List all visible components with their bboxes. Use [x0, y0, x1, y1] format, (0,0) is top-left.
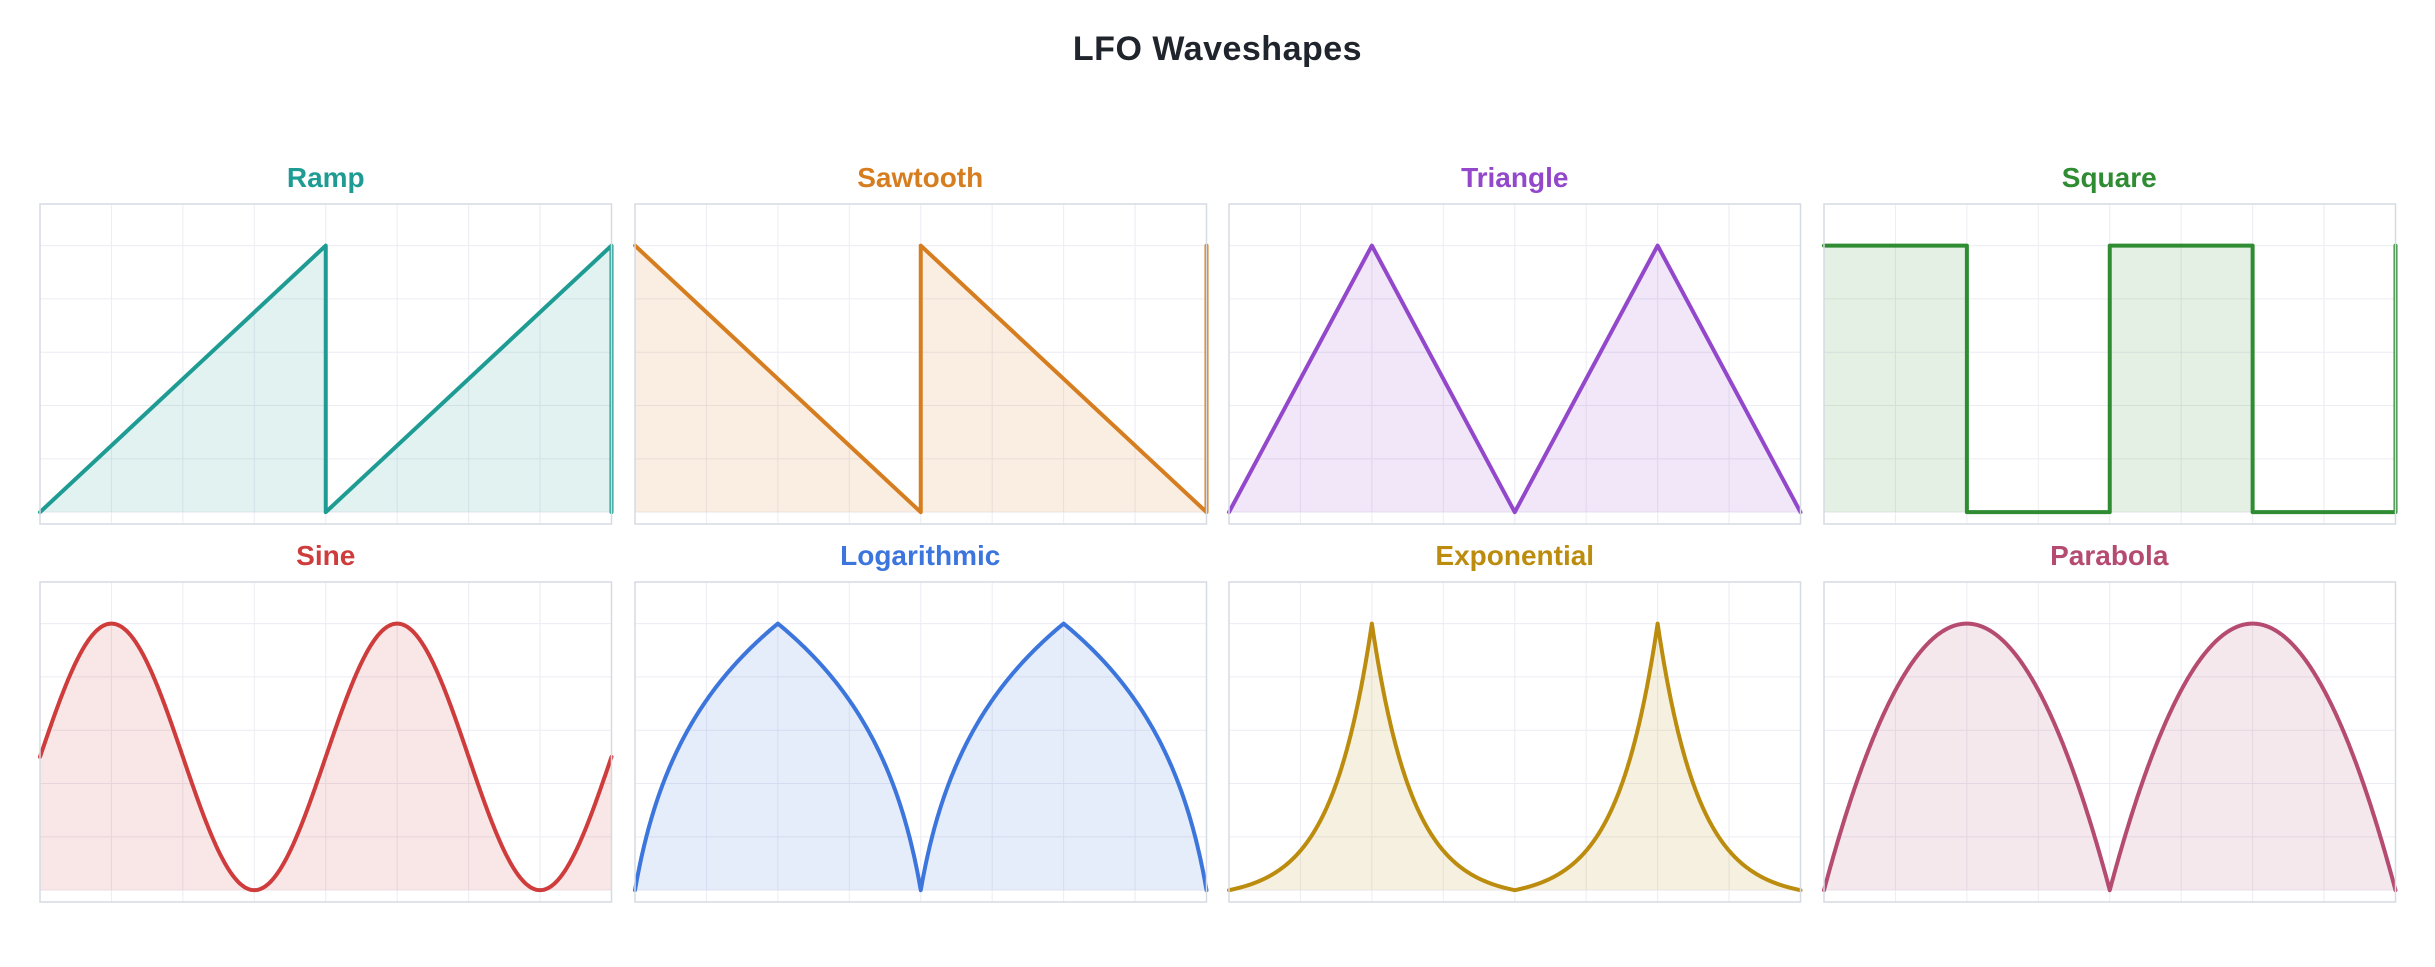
triangle-waveform-svg — [1229, 204, 1801, 524]
ramp-waveform-svg — [40, 204, 612, 524]
subplot-title-triangle: Triangle — [1461, 162, 1569, 193]
subplot-title-parabola: Parabola — [2050, 540, 2169, 571]
sine-waveform-svg — [40, 582, 612, 902]
subplot-title-ramp: Ramp — [286, 162, 365, 193]
subplot-title-square: Square — [2061, 162, 2157, 193]
subplot-title-logarithmic: Logarithmic — [840, 540, 1001, 571]
subplot-title-sawtooth: Sawtooth — [857, 162, 984, 193]
sawtooth-waveform-svg — [635, 204, 1207, 524]
square-waveform-svg — [1824, 204, 2396, 524]
subplot-title-sine: Sine — [296, 540, 356, 571]
parabola-waveform-svg — [1824, 582, 2396, 902]
subplot-sawtooth: Sawtooth — [635, 161, 1207, 524]
plot-area-sine — [40, 582, 612, 902]
exponential-waveform-svg — [1229, 582, 1801, 902]
logarithmic-waveform-svg — [635, 582, 1207, 902]
subplot-parabola: Parabola — [1824, 539, 2396, 902]
subplot-ramp: Ramp — [40, 161, 612, 524]
subplot-logarithmic: Logarithmic — [635, 539, 1207, 902]
plot-area-exponential — [1229, 582, 1801, 902]
plot-area-sawtooth — [635, 204, 1207, 524]
plot-area-square — [1824, 204, 2396, 524]
subplot-title-exponential: Exponential — [1435, 540, 1595, 571]
subplot-sine: Sine — [40, 539, 612, 902]
plot-area-parabola — [1824, 582, 2396, 902]
subplot-triangle: Triangle — [1229, 161, 1801, 524]
plot-area-logarithmic — [635, 582, 1207, 902]
subplot-grid: Ramp Sawtooth Triangle Square Sine Logar… — [0, 161, 2435, 902]
subplot-exponential: Exponential — [1229, 539, 1801, 902]
subplot-square: Square — [1824, 161, 2396, 524]
plot-area-ramp — [40, 204, 612, 524]
figure-title: LFO Waveshapes — [1072, 30, 1363, 68]
plot-area-triangle — [1229, 204, 1801, 524]
